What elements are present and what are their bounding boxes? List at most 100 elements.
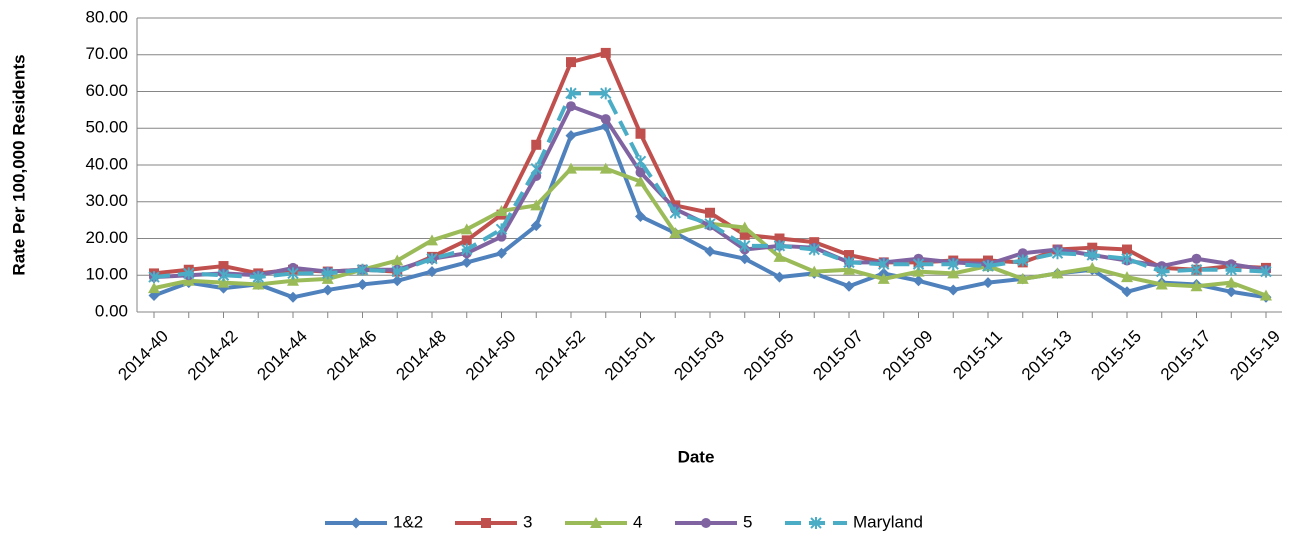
marker — [773, 239, 786, 252]
marker — [1122, 244, 1132, 255]
marker — [878, 258, 890, 271]
marker — [426, 234, 438, 246]
marker — [322, 284, 334, 296]
marker — [1051, 247, 1064, 260]
marker — [391, 265, 403, 278]
marker — [182, 274, 195, 286]
marker — [634, 155, 647, 168]
marker — [287, 274, 299, 286]
marker — [739, 229, 750, 240]
y-tick-label: 10.00 — [85, 265, 128, 284]
x-tick-label: 2015-13 — [1018, 327, 1076, 385]
marker — [1260, 265, 1272, 278]
marker — [669, 206, 681, 219]
marker — [1016, 272, 1029, 284]
marker — [1086, 249, 1098, 262]
marker — [1155, 278, 1168, 290]
marker — [1191, 253, 1202, 264]
marker — [1121, 286, 1133, 298]
marker — [844, 250, 854, 261]
marker — [1225, 263, 1237, 276]
marker — [739, 239, 751, 252]
marker — [590, 517, 602, 528]
y-axis-label: Rate Per 100,000 Residents — [9, 54, 28, 275]
marker — [496, 247, 507, 259]
x-tick-label: 2015-17 — [1157, 327, 1215, 385]
marker — [148, 282, 160, 294]
y-tick-label: 70.00 — [85, 44, 128, 63]
y-tick-label: 30.00 — [85, 191, 128, 210]
marker — [808, 243, 820, 256]
legend-label: 5 — [743, 512, 752, 531]
marker — [947, 284, 959, 296]
marker — [565, 130, 577, 142]
marker — [982, 260, 994, 273]
marker — [350, 517, 362, 529]
x-tick-label: 2014-46 — [323, 327, 381, 385]
marker — [322, 267, 334, 280]
marker — [774, 233, 785, 244]
marker — [705, 207, 715, 218]
y-tick-label: 50.00 — [85, 118, 128, 137]
marker — [391, 275, 403, 287]
legend-label: Maryland — [853, 512, 923, 531]
marker — [531, 139, 542, 150]
marker — [148, 271, 160, 284]
marker — [565, 87, 577, 100]
marker — [1121, 271, 1133, 283]
marker — [704, 245, 716, 257]
marker — [530, 199, 543, 211]
marker — [600, 87, 612, 100]
marker — [461, 243, 473, 256]
marker — [669, 226, 682, 238]
marker — [530, 220, 542, 232]
y-tick-label: 40.00 — [85, 154, 128, 173]
marker — [1190, 280, 1203, 292]
marker — [1156, 265, 1168, 278]
marker — [843, 256, 855, 269]
marker — [982, 277, 994, 289]
marker — [599, 162, 612, 174]
marker — [739, 253, 751, 265]
legend-label: 4 — [633, 512, 642, 531]
marker — [495, 204, 508, 216]
legend-label: 3 — [523, 512, 532, 531]
x-tick-label: 2014-40 — [114, 327, 172, 385]
marker — [1190, 263, 1203, 276]
marker — [218, 261, 229, 272]
marker — [461, 256, 473, 268]
marker — [947, 267, 960, 279]
marker — [495, 223, 508, 236]
y-tick-label: 80.00 — [85, 7, 128, 26]
marker — [634, 175, 647, 187]
x-tick-label: 2015-09 — [879, 327, 937, 385]
marker — [1225, 276, 1238, 288]
marker — [947, 258, 959, 271]
x-tick-label: 2015-03 — [670, 327, 728, 385]
marker — [530, 162, 542, 175]
x-tick-label: 2015-11 — [949, 327, 1006, 384]
y-tick-label: 0.00 — [95, 301, 128, 320]
marker — [252, 271, 264, 284]
marker — [217, 276, 230, 288]
marker — [912, 258, 925, 271]
series-line — [153, 50, 1267, 276]
x-tick-label: 2015-01 — [601, 327, 659, 385]
marker — [481, 518, 491, 528]
marker — [183, 267, 195, 280]
marker — [1017, 254, 1029, 267]
marker — [356, 263, 369, 276]
marker — [252, 278, 265, 290]
marker — [217, 269, 230, 282]
marker — [635, 128, 646, 139]
marker — [1017, 248, 1028, 259]
legend-label: 1&2 — [393, 512, 423, 531]
marker — [810, 517, 822, 529]
marker — [774, 271, 785, 283]
marker — [496, 231, 507, 242]
marker — [287, 267, 299, 280]
marker — [1086, 261, 1099, 273]
x-tick-label: 2015-07 — [809, 327, 867, 385]
marker — [1121, 252, 1133, 265]
